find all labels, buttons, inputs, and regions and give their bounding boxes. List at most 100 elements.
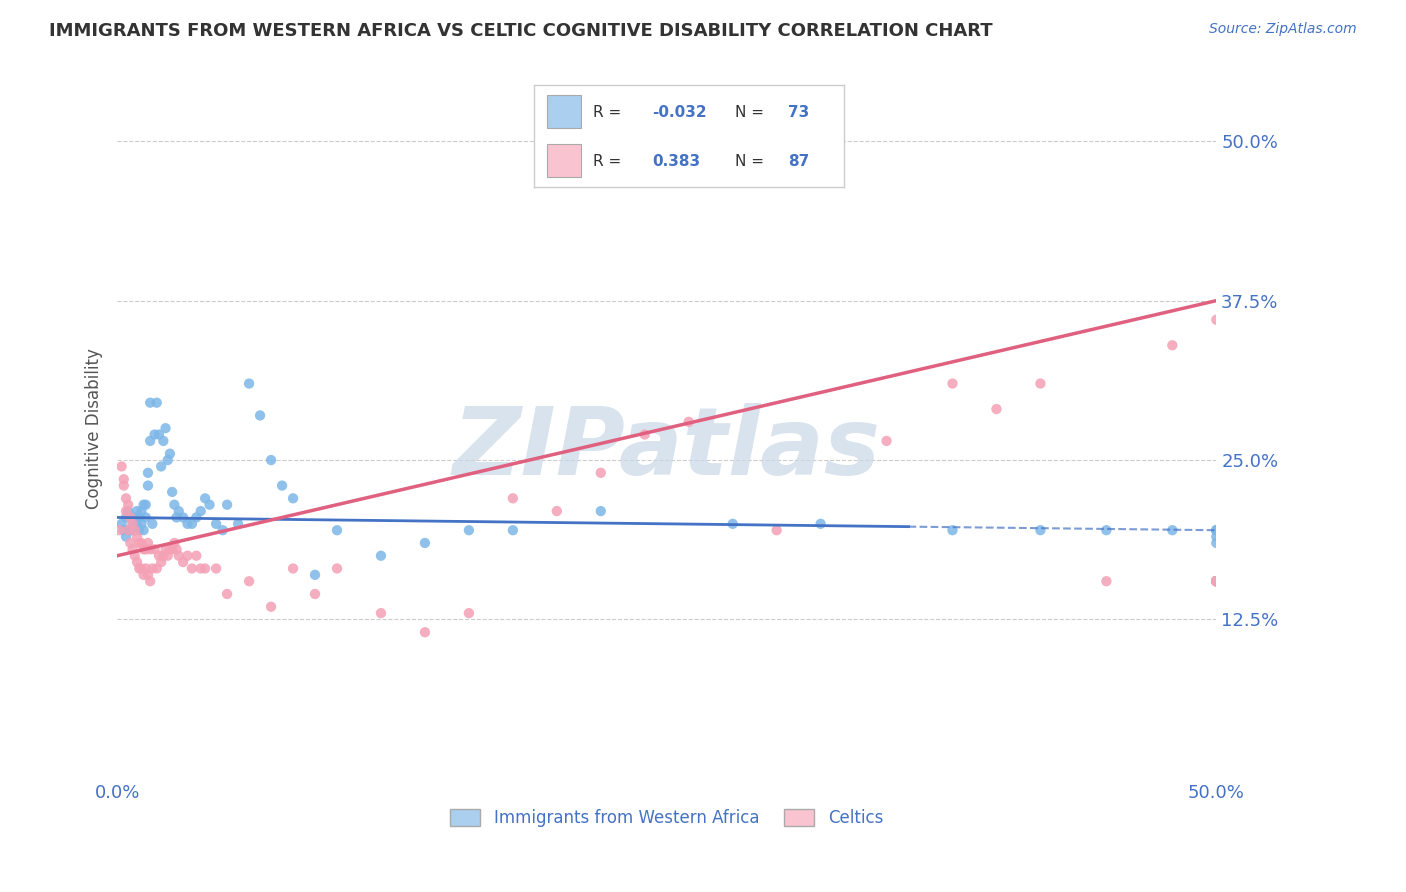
Point bbox=[176, 549, 198, 563]
Point bbox=[876, 434, 898, 448]
Point bbox=[1029, 376, 1052, 391]
Point bbox=[281, 491, 304, 506]
Point bbox=[181, 561, 204, 575]
Point bbox=[1205, 523, 1227, 537]
Point bbox=[326, 561, 349, 575]
Point bbox=[181, 516, 204, 531]
Point bbox=[502, 491, 524, 506]
Point bbox=[211, 523, 233, 537]
Point bbox=[941, 376, 963, 391]
Point bbox=[413, 536, 436, 550]
Text: N =: N = bbox=[735, 154, 765, 169]
FancyBboxPatch shape bbox=[547, 95, 581, 128]
Text: N =: N = bbox=[735, 105, 765, 120]
Point bbox=[1205, 574, 1227, 589]
Point bbox=[1205, 574, 1227, 589]
Point bbox=[112, 478, 135, 492]
Point bbox=[217, 498, 239, 512]
Point bbox=[124, 549, 146, 563]
Point bbox=[131, 516, 153, 531]
Text: IMMIGRANTS FROM WESTERN AFRICA VS CELTIC COGNITIVE DISABILITY CORRELATION CHART: IMMIGRANTS FROM WESTERN AFRICA VS CELTIC… bbox=[49, 22, 993, 40]
Point bbox=[156, 549, 179, 563]
Point bbox=[194, 491, 217, 506]
Point bbox=[125, 530, 148, 544]
Point bbox=[115, 530, 138, 544]
Point bbox=[281, 561, 304, 575]
Point bbox=[1205, 574, 1227, 589]
Text: R =: R = bbox=[593, 154, 621, 169]
Point bbox=[167, 549, 190, 563]
Point bbox=[260, 599, 283, 614]
Point bbox=[124, 523, 146, 537]
Point bbox=[941, 523, 963, 537]
Y-axis label: Cognitive Disability: Cognitive Disability bbox=[86, 348, 103, 508]
Point bbox=[186, 510, 208, 524]
Point bbox=[121, 516, 143, 531]
Text: R =: R = bbox=[593, 105, 621, 120]
Point bbox=[1205, 574, 1227, 589]
Point bbox=[1205, 523, 1227, 537]
Point bbox=[190, 504, 212, 518]
Point bbox=[128, 510, 150, 524]
Point bbox=[141, 516, 163, 531]
Point bbox=[145, 561, 167, 575]
Point bbox=[115, 510, 138, 524]
Point bbox=[152, 434, 174, 448]
Point bbox=[124, 510, 146, 524]
Point bbox=[304, 567, 326, 582]
Point bbox=[135, 542, 157, 557]
Point bbox=[1205, 574, 1227, 589]
Point bbox=[457, 606, 479, 620]
Point bbox=[1161, 338, 1184, 352]
Point bbox=[271, 478, 294, 492]
Point bbox=[135, 561, 157, 575]
Point bbox=[304, 587, 326, 601]
Point bbox=[238, 376, 260, 391]
Point bbox=[1205, 574, 1227, 589]
Point bbox=[457, 523, 479, 537]
Point bbox=[1029, 523, 1052, 537]
Point bbox=[1205, 574, 1227, 589]
Point bbox=[1095, 523, 1118, 537]
Point bbox=[136, 478, 159, 492]
Point bbox=[413, 625, 436, 640]
Point bbox=[546, 504, 568, 518]
Point bbox=[150, 555, 173, 569]
Point bbox=[117, 523, 139, 537]
Point bbox=[176, 516, 198, 531]
Point bbox=[1205, 574, 1227, 589]
Point bbox=[145, 395, 167, 409]
Point bbox=[370, 549, 392, 563]
Point bbox=[131, 504, 153, 518]
Point bbox=[160, 542, 183, 557]
Point bbox=[112, 472, 135, 486]
Point bbox=[1205, 574, 1227, 589]
Point bbox=[1205, 574, 1227, 589]
Point bbox=[163, 498, 186, 512]
Point bbox=[148, 427, 170, 442]
Point bbox=[765, 523, 787, 537]
Point bbox=[163, 536, 186, 550]
Point bbox=[172, 555, 194, 569]
Point bbox=[132, 542, 155, 557]
Point bbox=[136, 466, 159, 480]
Point bbox=[1205, 574, 1227, 589]
Point bbox=[120, 536, 142, 550]
Point bbox=[117, 523, 139, 537]
Point bbox=[678, 415, 700, 429]
Point bbox=[135, 498, 157, 512]
Point bbox=[589, 466, 612, 480]
Point bbox=[249, 409, 271, 423]
Point bbox=[326, 523, 349, 537]
Point bbox=[110, 516, 132, 531]
Point bbox=[194, 561, 217, 575]
Point bbox=[1205, 574, 1227, 589]
Point bbox=[148, 549, 170, 563]
Point bbox=[1205, 523, 1227, 537]
Point bbox=[634, 427, 657, 442]
Point bbox=[132, 523, 155, 537]
Point bbox=[1205, 312, 1227, 326]
Point bbox=[160, 485, 183, 500]
Point bbox=[186, 549, 208, 563]
Point bbox=[986, 402, 1008, 417]
